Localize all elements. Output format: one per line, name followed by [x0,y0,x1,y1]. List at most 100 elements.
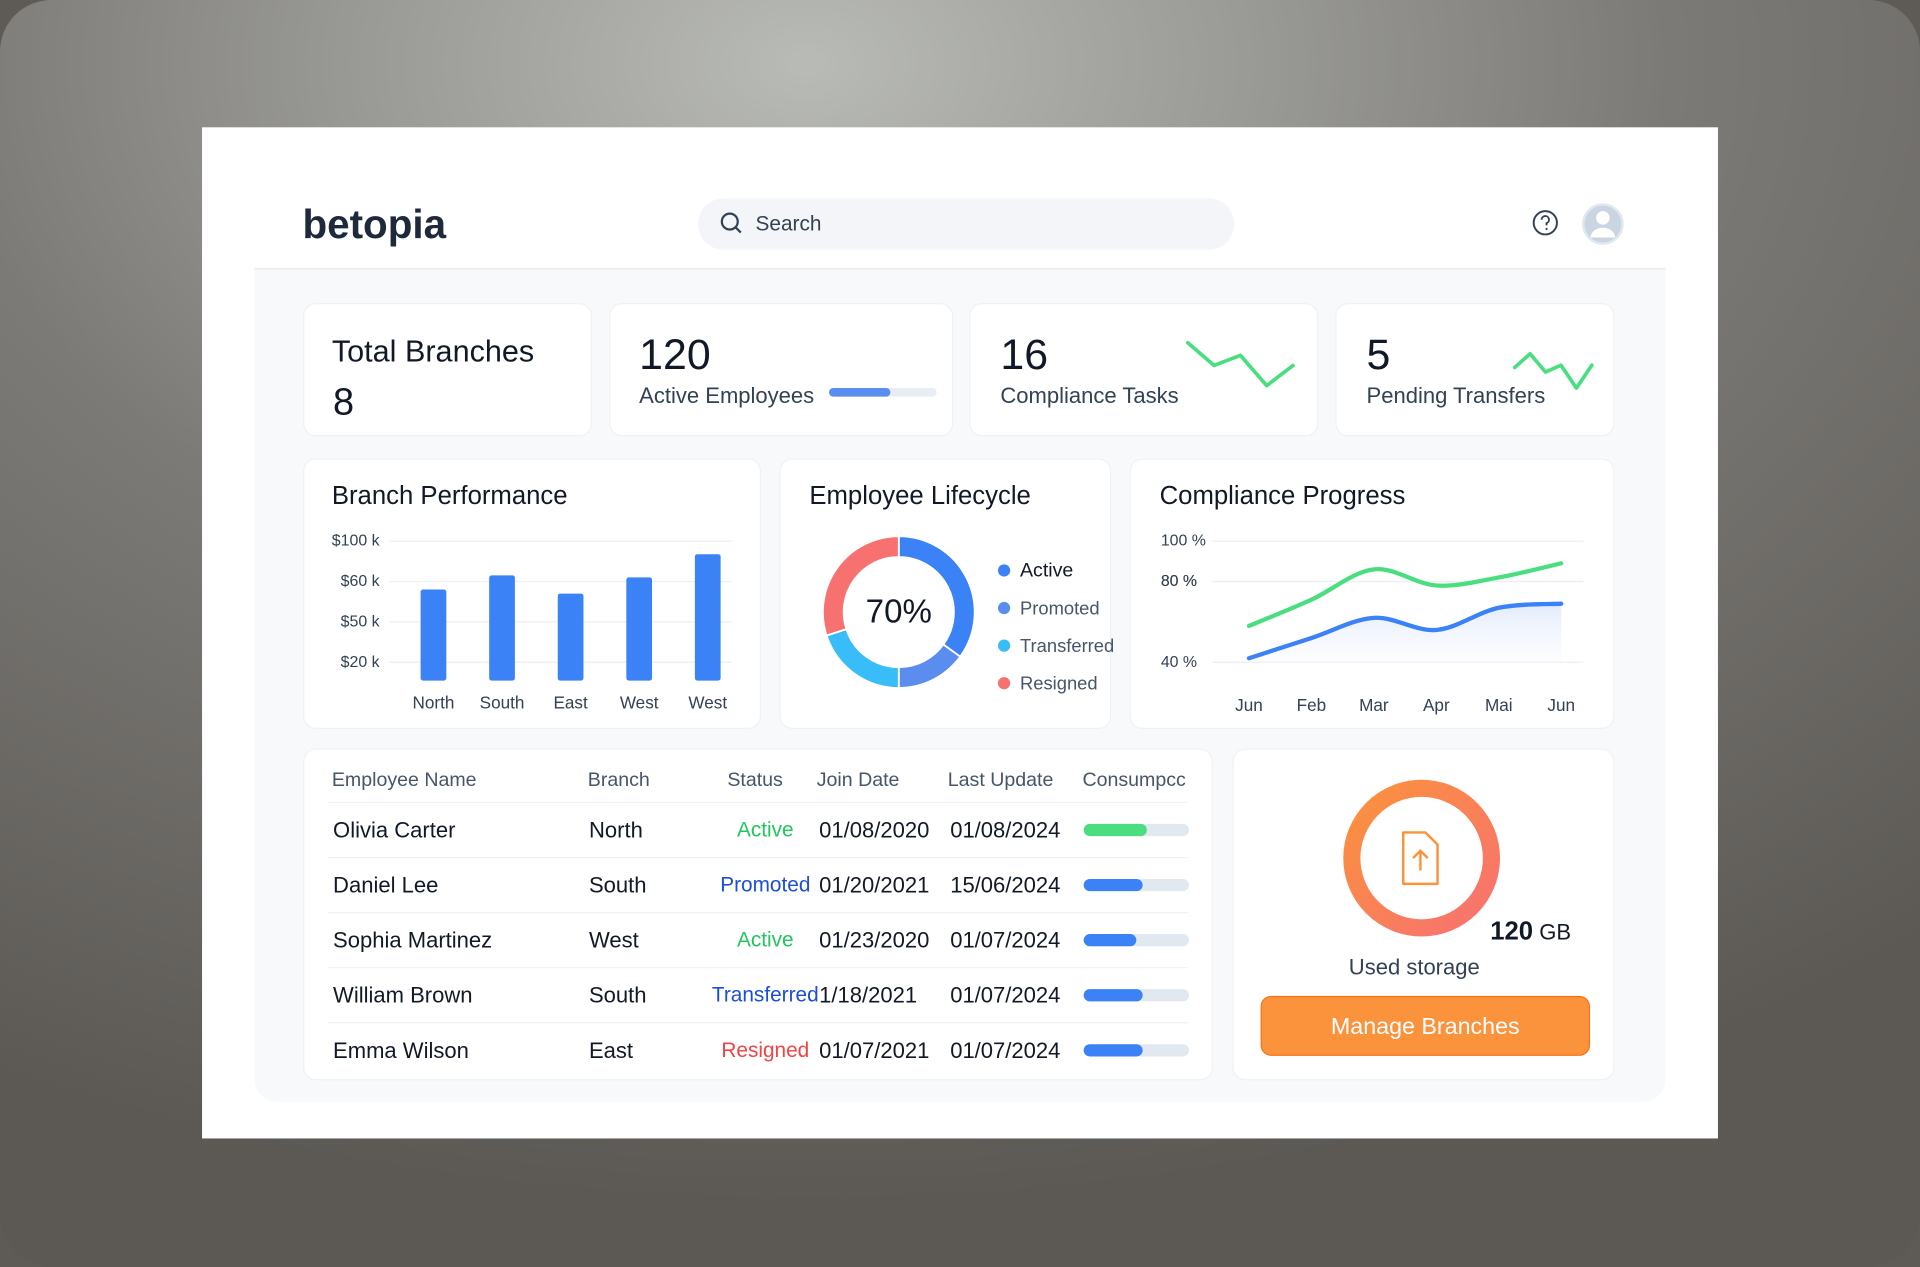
logo: betopia [302,201,446,247]
x-tick-label: Mai [1485,695,1513,715]
table-card [303,748,1213,1081]
employee-name: William Brown [333,983,472,1008]
kpi-card [969,302,1319,437]
legend-swatch [997,639,1011,652]
kpi-card [1335,302,1615,437]
table-cell: 01/07/2024 [950,1038,1060,1063]
kpi-label: Active Employees [639,383,814,408]
progress-fill [828,388,891,397]
bar [694,554,721,681]
sparkline [1512,351,1594,390]
column-header: Last Update [948,769,1054,791]
avatar-head [1596,211,1610,225]
x-tick-label: North [413,693,455,713]
kpi-value: 8 [333,382,354,424]
legend-label: Active [1020,559,1073,581]
x-tick-label: South [480,693,525,713]
table-cell: North [589,817,643,842]
storage-number: 120 [1490,918,1533,946]
donut-segment [821,535,900,637]
y-tick-label: $50 k [341,613,380,630]
status: Resigned [721,1039,809,1062]
manage-button[interactable] [1260,995,1590,1056]
y-tick-label: $100 k [332,533,380,550]
help-icon[interactable] [1532,210,1558,236]
kpi-value: 5 [1367,331,1391,379]
chart-title: Employee Lifecycle [809,482,1030,510]
column-header: Join Date [817,769,900,791]
column-header: Status [727,769,783,791]
table-cell: West [589,928,639,953]
bar [557,593,584,681]
x-tick-label: Apr [1423,695,1450,715]
table-cell: 1/18/2021 [819,983,917,1008]
legend-label: Resigned [1020,673,1098,694]
donut-center-label: 70% [866,594,932,631]
kpi-label: Compliance Tasks [1000,383,1178,408]
avatar-body [1590,227,1616,238]
table-cell: 01/07/2024 [950,983,1060,1008]
storage-unit: GB [1539,919,1571,944]
storage-label: Used storage [1349,955,1480,980]
upload-icon [1402,831,1439,886]
y-tick-label: 80 % [1161,573,1197,590]
consumption-bar [1083,934,1137,947]
kpi-value: 120 [639,331,710,379]
consumption-bar [1083,989,1143,1002]
x-tick-label: West [620,693,659,713]
table-cell: South [589,873,647,898]
search-placeholder: Search [756,213,822,236]
bar [420,589,447,681]
kpi-value: 16 [1000,331,1048,379]
consumption-bar [1083,878,1143,892]
y-tick-label: 80 % [1161,573,1197,590]
y-tick-label: $60 k [341,573,380,590]
table-cell: East [589,1038,633,1063]
table-cell: 01/08/2020 [819,817,929,842]
employee-name: Emma Wilson [333,1038,469,1063]
search-box[interactable] [697,198,1235,250]
column-header: Employee Name [332,769,477,791]
line [1246,561,1564,629]
upload-icon [1412,849,1429,871]
table-cell: 01/07/2024 [950,928,1060,953]
status: Active [737,818,794,841]
table-cell: 15/06/2024 [950,873,1060,898]
chart-title: Branch Performance [332,482,568,510]
bar [489,575,515,681]
x-tick-label: Jun [1235,695,1263,715]
bar [626,577,653,681]
status: Promoted [720,874,810,897]
column-header: Consumpcc [1082,769,1186,791]
legend-swatch [997,677,1011,690]
status: Active [737,929,794,952]
y-tick-label: $20 k [341,654,380,671]
kpi-card [303,302,593,437]
avatar[interactable] [1582,203,1624,245]
table-cell: South [589,983,647,1008]
table-cell: 01/23/2020 [819,928,929,953]
help-icon-glyph [1540,215,1550,226]
table-cell: 01/20/2021 [819,873,929,898]
storage-value: 120 GB [1490,918,1571,946]
help-icon-dot [1545,227,1548,231]
y-tick-label: 100 % [1161,533,1206,550]
chart-title: Compliance Progress [1160,482,1406,510]
kpi-label: Pending Transfers [1367,383,1546,408]
consumption-bar [1083,1044,1143,1057]
search-icon [720,212,739,231]
x-tick-label: West [688,693,727,713]
employee-name: Sophia Martinez [333,928,492,953]
area [1248,603,1562,663]
line [1246,601,1564,661]
kpi-label: Total Branches [332,334,534,368]
table-cell: 01/08/2024 [950,817,1060,842]
consumption-bar [1083,823,1147,837]
x-tick-label: Jun [1547,695,1575,715]
x-tick-label: East [553,693,588,713]
table-cell: 01/07/2021 [819,1038,929,1063]
y-tick-label: 40 % [1161,654,1197,671]
legend-swatch [997,564,1011,577]
